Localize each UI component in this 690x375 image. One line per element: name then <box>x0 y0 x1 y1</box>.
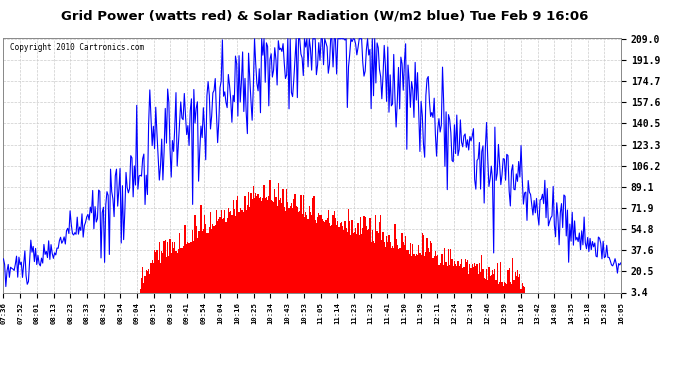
Text: Copyright 2010 Cartronics.com: Copyright 2010 Cartronics.com <box>10 43 144 52</box>
Text: Grid Power (watts red) & Solar Radiation (W/m2 blue) Tue Feb 9 16:06: Grid Power (watts red) & Solar Radiation… <box>61 9 588 22</box>
